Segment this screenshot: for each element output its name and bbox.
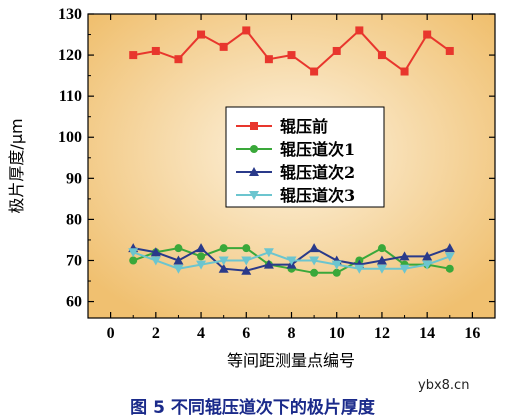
y-tick-label: 90 — [66, 170, 82, 187]
x-tick-label: 10 — [329, 325, 345, 342]
data-point — [377, 51, 386, 60]
data-point — [218, 256, 229, 266]
x-tick-label: 4 — [197, 325, 205, 342]
x-tick-label: 8 — [288, 325, 296, 342]
y-tick-label: 70 — [66, 252, 82, 269]
data-point — [129, 256, 138, 265]
data-point — [422, 251, 433, 261]
y-tick-label: 130 — [58, 6, 82, 23]
data-point — [309, 256, 320, 266]
data-point — [399, 251, 410, 261]
y-tick-label: 80 — [66, 211, 82, 228]
data-point — [219, 42, 228, 51]
data-point — [263, 248, 274, 258]
data-point — [242, 26, 251, 35]
data-point — [354, 264, 365, 274]
x-tick-label: 14 — [419, 325, 435, 342]
data-point — [242, 244, 251, 253]
data-point — [376, 264, 387, 274]
data-point — [444, 243, 455, 253]
data-point — [128, 248, 139, 258]
data-point — [377, 244, 386, 253]
data-point — [218, 263, 229, 273]
data-point — [399, 264, 410, 274]
y-tick-label: 110 — [59, 88, 82, 105]
x-tick-label: 0 — [107, 325, 115, 342]
data-point — [150, 256, 161, 266]
data-point — [309, 243, 320, 253]
data-point — [423, 30, 432, 39]
data-point — [264, 55, 273, 64]
series-3 — [128, 248, 455, 274]
legend-marker — [249, 167, 259, 176]
legend-label: 辊压道次1 — [280, 140, 355, 159]
data-point — [263, 259, 274, 269]
series-1 — [129, 244, 454, 277]
data-point — [174, 244, 183, 253]
legend-label: 辊压道次3 — [280, 186, 355, 205]
x-tick-label: 6 — [242, 325, 250, 342]
data-point — [331, 260, 342, 270]
legend-marker — [249, 191, 259, 200]
data-point — [150, 247, 161, 257]
legend-label: 辊压道次2 — [280, 163, 355, 182]
x-tick-label: 2 — [152, 325, 160, 342]
data-point — [287, 51, 296, 60]
figure-caption: 图 5 不同辊压道次下的极片厚度 — [130, 398, 375, 418]
legend-label: 辊压前 — [280, 117, 328, 136]
data-point — [174, 55, 183, 64]
data-point — [355, 26, 364, 35]
data-point — [219, 244, 228, 253]
x-tick-label: 12 — [374, 325, 390, 342]
data-point — [129, 51, 138, 60]
legend-marker — [250, 122, 258, 130]
data-point — [196, 243, 207, 253]
data-point — [310, 268, 319, 277]
data-point — [422, 260, 433, 270]
data-point — [241, 256, 252, 266]
data-point — [286, 256, 297, 266]
data-point — [332, 268, 341, 277]
data-point — [197, 30, 206, 39]
data-point — [197, 252, 206, 261]
data-point — [196, 260, 207, 270]
x-axis-title: 等间距测量点编号 — [227, 351, 355, 370]
y-tick-label: 120 — [58, 47, 82, 64]
data-point — [241, 265, 252, 275]
data-point — [151, 46, 160, 55]
data-point — [400, 67, 409, 76]
y-tick-label: 100 — [58, 129, 82, 146]
data-point — [444, 252, 455, 262]
y-axis-title: 极片厚度/μm — [7, 118, 26, 213]
series-0 — [129, 26, 454, 76]
data-point — [445, 46, 454, 55]
data-point — [310, 67, 319, 76]
legend-marker — [250, 145, 258, 153]
y-tick-label: 60 — [66, 294, 82, 311]
data-point — [445, 264, 454, 273]
data-point — [173, 255, 184, 265]
data-point — [376, 255, 387, 265]
watermark: ybx8.cn — [418, 378, 470, 393]
x-tick-label: 16 — [464, 325, 480, 342]
data-point — [173, 264, 184, 274]
data-point — [332, 46, 341, 55]
